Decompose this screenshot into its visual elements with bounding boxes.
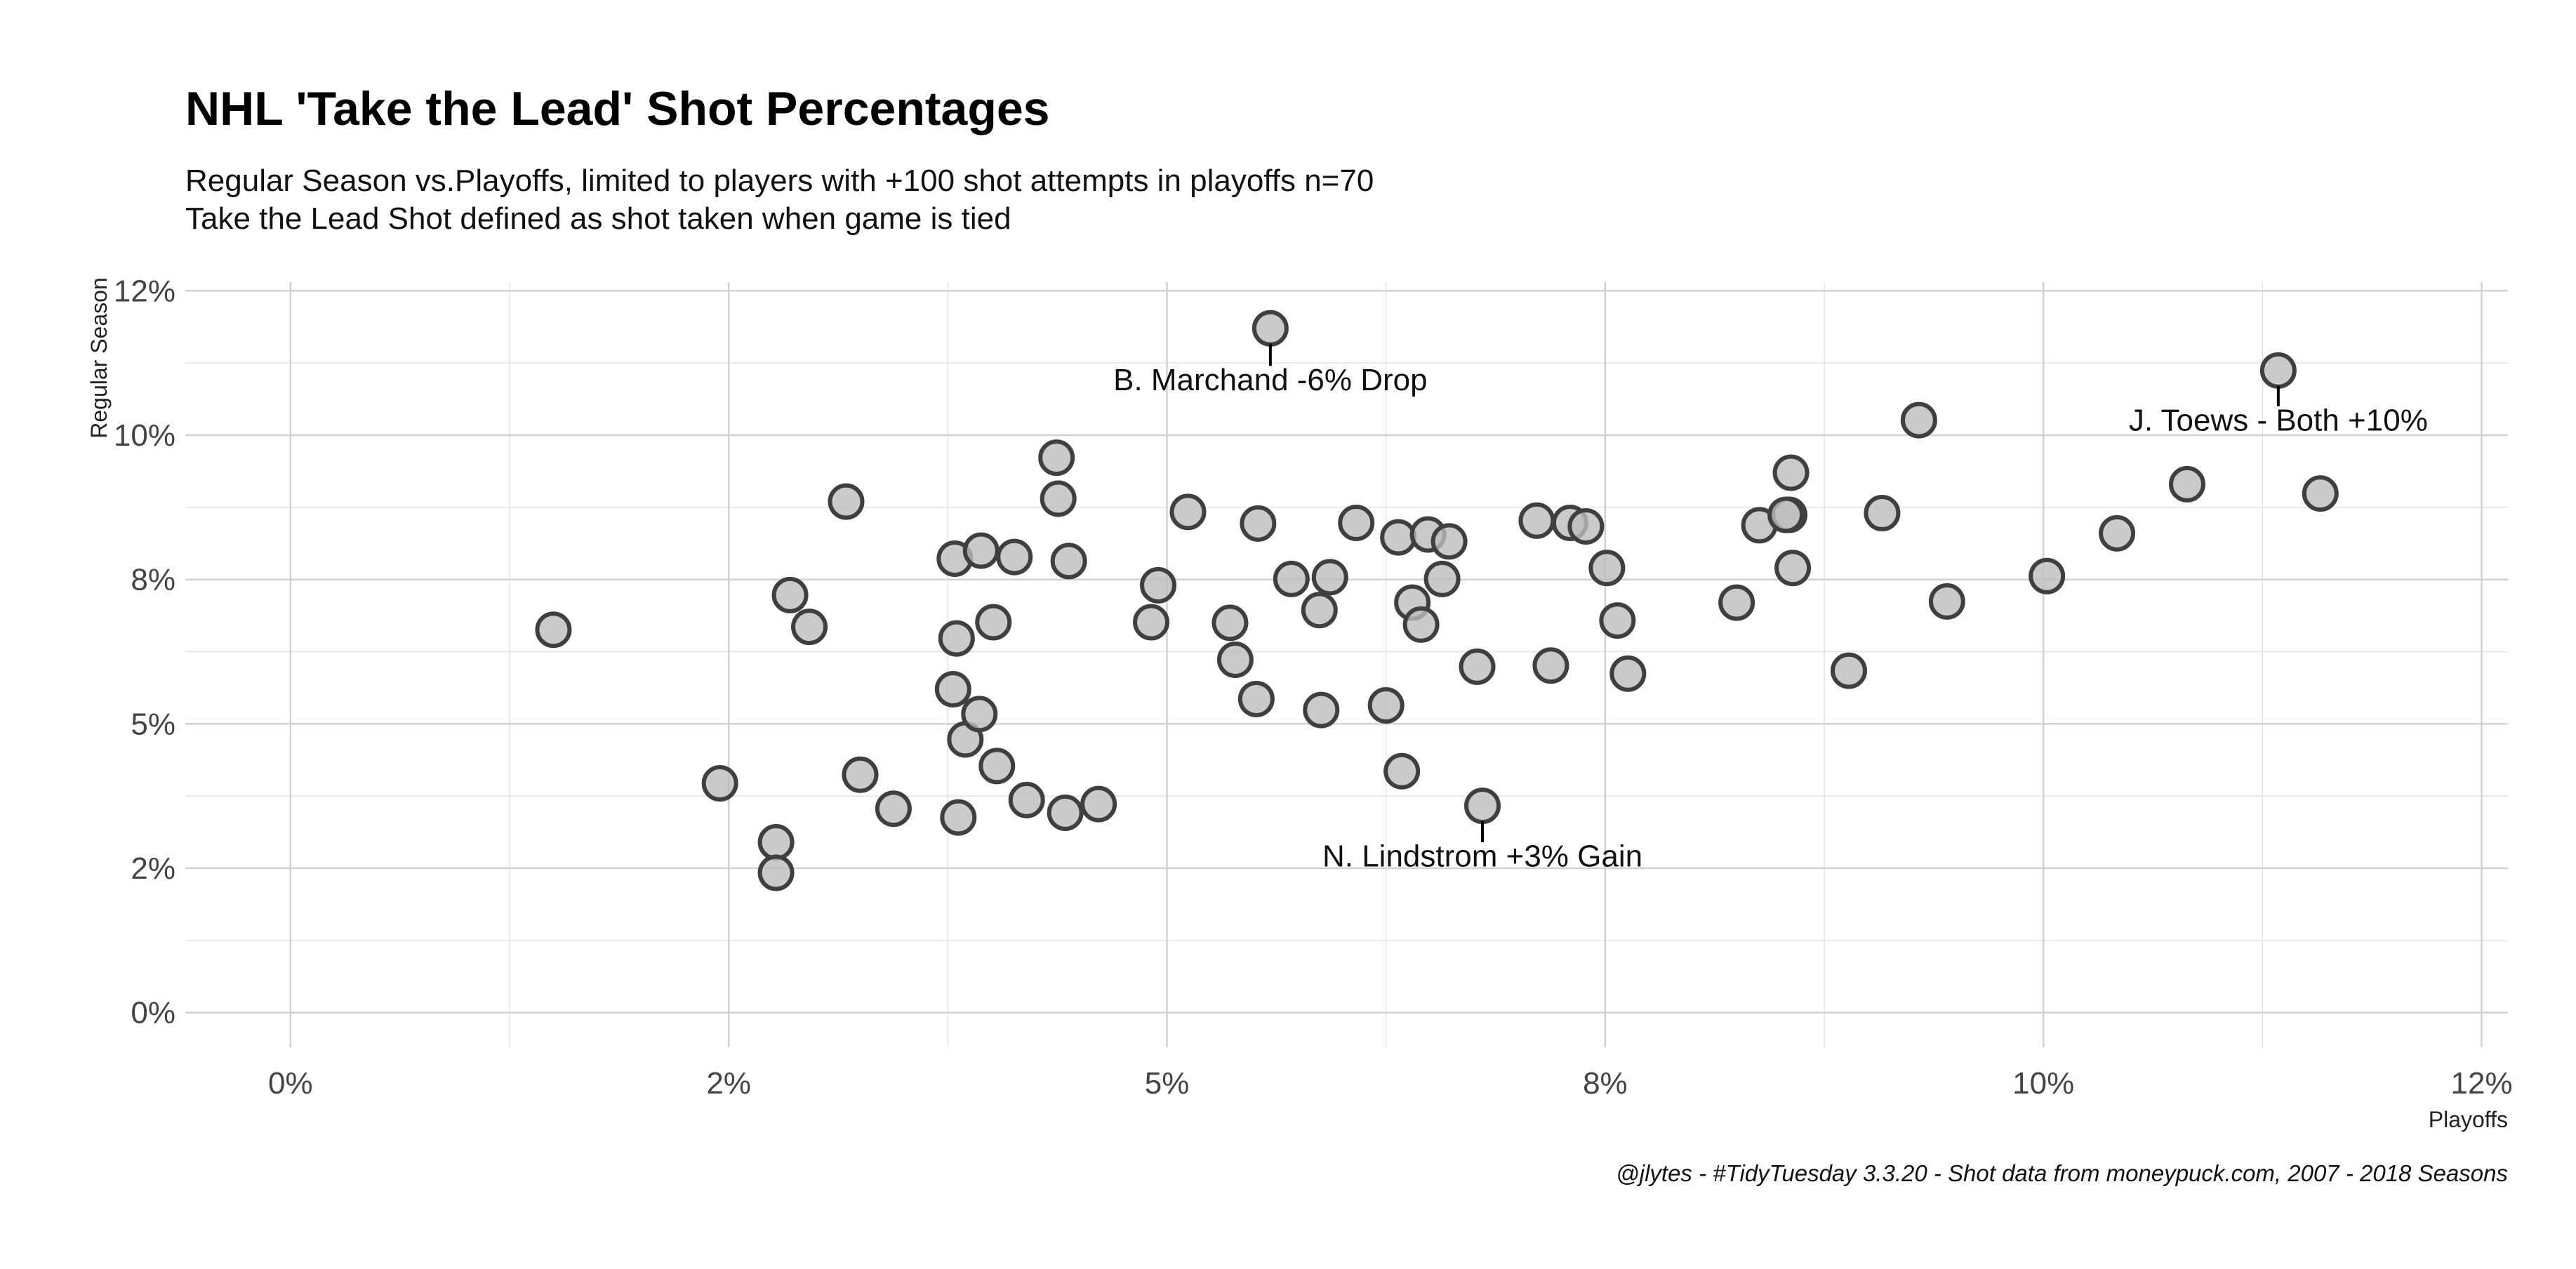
scatter-point: [1767, 496, 1805, 533]
scatter-point: [791, 609, 828, 646]
chart-title: NHL 'Take the Lead' Shot Percentages: [185, 82, 1050, 135]
y-tick-label: 5%: [131, 707, 175, 741]
scatter-point: [1599, 602, 1636, 639]
scatter-point: [1040, 480, 1077, 517]
scatter-point: [1900, 401, 1937, 439]
scatter-point: [757, 823, 795, 861]
scatter-point: [962, 532, 1000, 569]
x-tick-label: 10%: [2012, 1066, 2074, 1101]
scatter-point: [1237, 680, 1275, 717]
scatter-point: [1928, 583, 1965, 620]
chart-caption: @jlytes - #TidyTuesday 3.3.20 - Shot dat…: [1616, 1160, 2508, 1186]
scatter-point: [1718, 584, 1755, 621]
scatter-point: [978, 748, 1016, 785]
annotations: B. Marchand -6% Drop J. Toews - Both +10%…: [1113, 343, 2428, 874]
y-tick-label: 8%: [131, 563, 175, 597]
scatter-point: [1252, 310, 1289, 347]
scatter-point: [938, 620, 975, 657]
scatter-point: [975, 604, 1012, 641]
x-tick-label: 2%: [706, 1066, 751, 1101]
scatter-point: [1367, 686, 1405, 724]
scatter-point: [2302, 475, 2339, 512]
y-tick-label: 12%: [114, 274, 175, 308]
scatter-point: [2259, 352, 2297, 389]
scatter-point: [1240, 505, 1277, 542]
scatter-point: [1311, 559, 1348, 596]
scatter-point: [1567, 507, 1605, 545]
scatter-point: [757, 854, 795, 891]
scatter-point: [842, 756, 879, 793]
x-tick-label: 0%: [268, 1066, 313, 1101]
scatter-point: [1774, 550, 1812, 587]
scatter-point: [1380, 519, 1417, 556]
scatter-point: [875, 790, 912, 828]
y-tick-label: 10%: [114, 418, 175, 453]
y-tick-label: 2%: [131, 851, 175, 886]
scatter-point: [1273, 560, 1310, 597]
scatter-point: [1008, 781, 1045, 818]
scatter-point: [828, 483, 865, 520]
scatter-point: [1459, 648, 1496, 685]
annotation-label: N. Lindstrom +3% Gain: [1322, 839, 1642, 874]
grid: [185, 282, 2508, 1047]
chart-subtitle-line-2: Take the Lead Shot defined as shot taken…: [185, 201, 1011, 236]
scatter-point: [701, 765, 738, 802]
scatter-point: [1430, 523, 1468, 560]
scatter-point: [1532, 647, 1569, 684]
scatter-point: [1169, 493, 1207, 531]
x-tick-label: 5%: [1145, 1066, 1190, 1101]
x-axis-ticks: 0% 2% 5% 8% 10% 12%: [268, 1066, 2513, 1101]
scatter-point: [1464, 788, 1501, 825]
scatter-point: [1830, 652, 1867, 689]
scatter-point: [1301, 592, 1338, 629]
scatter-point: [1383, 752, 1421, 790]
scatter-point: [1216, 642, 1254, 679]
x-axis-label: Playoffs: [2429, 1107, 2508, 1132]
scatter-point: [535, 611, 572, 649]
scatter-point: [1303, 691, 1340, 729]
scatter-point: [1038, 439, 1075, 477]
scatter-point: [961, 696, 998, 733]
chart-subtitle-line-1: Regular Season vs.Playoffs, limited to p…: [185, 164, 1374, 198]
scatter-point: [1338, 505, 1375, 542]
scatter-point: [1588, 550, 1626, 587]
annotation-label: J. Toews - Both +10%: [2129, 404, 2428, 438]
scatter-point: [2029, 557, 2066, 594]
scatter-point: [1140, 566, 1177, 604]
scatter-point: [771, 576, 809, 613]
y-axis-ticks: 0% 2% 5% 8% 10% 12%: [114, 274, 175, 1030]
scatter-point: [1080, 785, 1117, 823]
scatter-point: [934, 670, 971, 707]
scatter-point: [940, 799, 977, 836]
y-tick-label: 0%: [131, 996, 175, 1030]
scatter-point: [1133, 604, 1170, 641]
scatter-point: [1402, 606, 1440, 643]
scatter-point: [2168, 465, 2205, 503]
y-axis-label: Regular Season: [86, 277, 112, 438]
scatter-point: [1050, 543, 1087, 580]
scatter-point: [1518, 502, 1555, 539]
scatter-point: [1423, 560, 1461, 597]
scatter-point: [1609, 655, 1647, 692]
scatter-point: [1772, 454, 1810, 491]
annotation-label: B. Marchand -6% Drop: [1113, 363, 1428, 397]
scatter-point: [1211, 604, 1249, 642]
scatter-point: [996, 538, 1033, 576]
x-tick-label: 12%: [2451, 1066, 2513, 1101]
scatter-point: [1864, 495, 1901, 532]
x-tick-label: 8%: [1583, 1066, 1628, 1101]
scatter-point: [2099, 514, 2136, 552]
scatter-point: [1047, 795, 1084, 832]
data-points: [535, 310, 2339, 891]
